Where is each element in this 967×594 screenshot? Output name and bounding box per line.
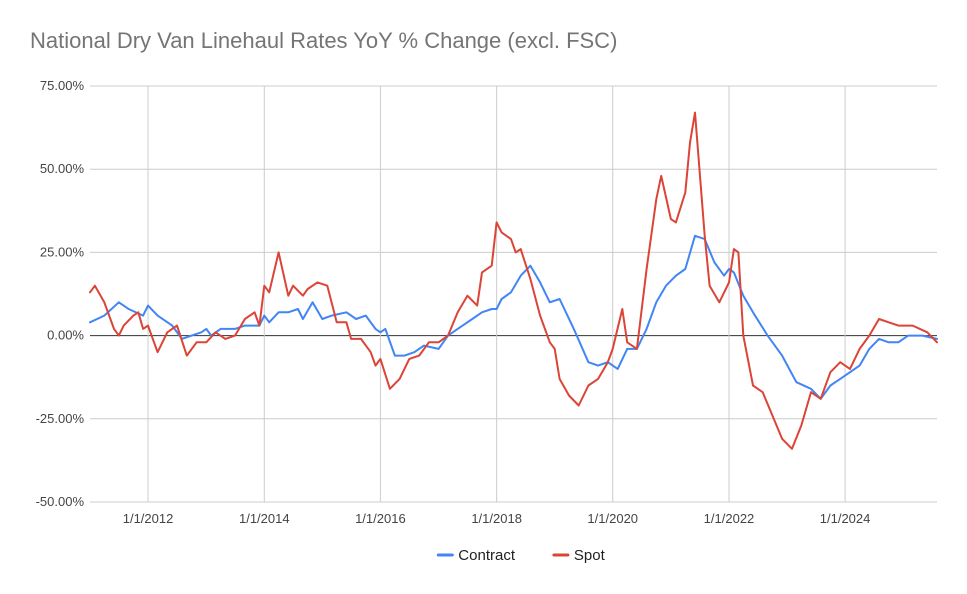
x-tick-label: 1/1/2020 — [587, 511, 638, 526]
x-tick-label: 1/1/2012 — [123, 511, 174, 526]
series-line-contract — [89, 234, 938, 400]
x-tick-label: 1/1/2024 — [820, 511, 871, 526]
x-tick-label: 1/1/2014 — [239, 511, 290, 526]
y-tick-label: 0.00% — [47, 328, 84, 343]
y-tick-label: 50.00% — [40, 161, 85, 176]
series-line-spot — [89, 111, 938, 450]
x-tick-label: 1/1/2018 — [471, 511, 522, 526]
y-tick-label: 75.00% — [40, 78, 85, 93]
x-tick-label: 1/1/2016 — [355, 511, 406, 526]
chart-title: National Dry Van Linehaul Rates YoY % Ch… — [30, 28, 618, 53]
y-tick-label: -25.00% — [36, 411, 85, 426]
y-tick-label: -50.00% — [36, 494, 85, 509]
legend-item-spot[interactable]: Spot — [552, 547, 606, 564]
y-tick-label: 25.00% — [40, 244, 85, 259]
legend-item-contract[interactable]: Contract — [436, 547, 516, 564]
x-tick-label: 1/1/2022 — [704, 511, 755, 526]
legend-label: Contract — [458, 547, 516, 564]
legend-label: Spot — [574, 547, 606, 564]
